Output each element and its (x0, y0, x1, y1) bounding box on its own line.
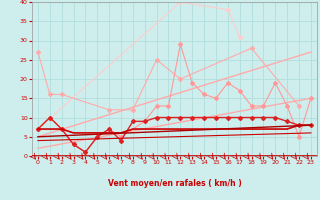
X-axis label: Vent moyen/en rafales ( km/h ): Vent moyen/en rafales ( km/h ) (108, 179, 241, 188)
